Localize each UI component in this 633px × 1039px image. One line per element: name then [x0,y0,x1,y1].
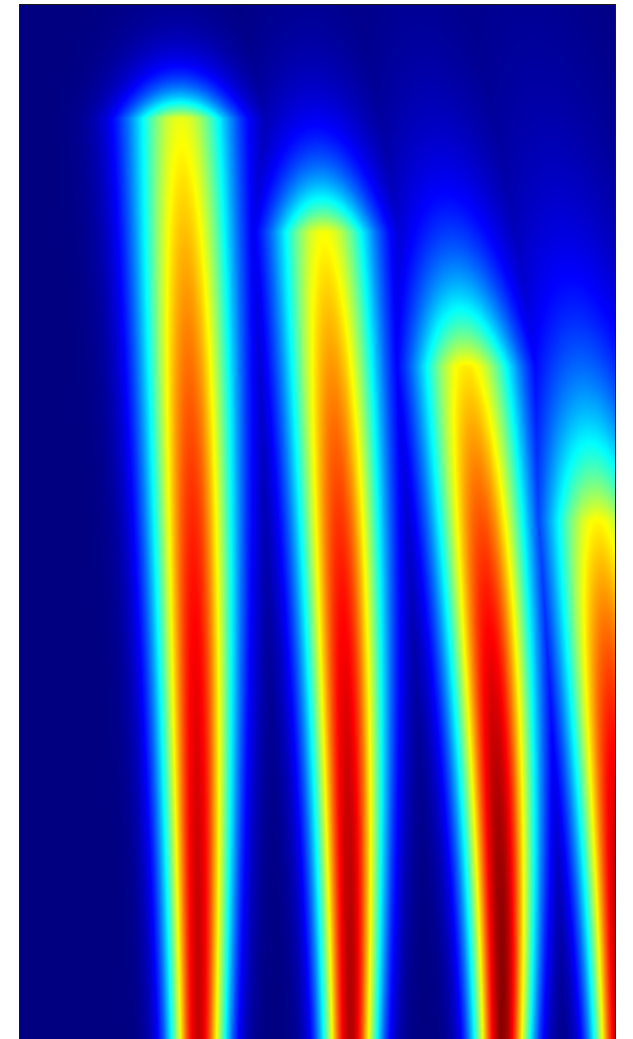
heatmap-plot-area [19,4,616,1039]
heatmap-image [19,4,616,1039]
